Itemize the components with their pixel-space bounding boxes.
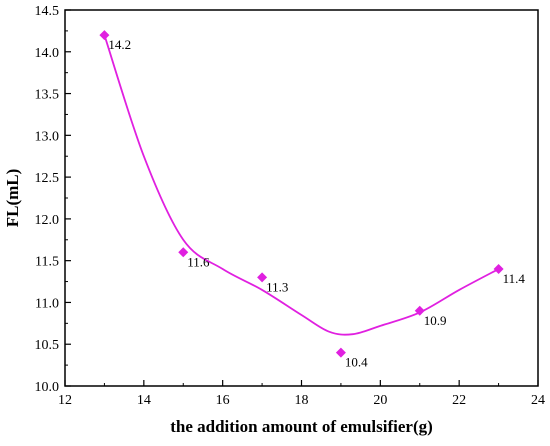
data-label: 14.2 [108,37,131,52]
y-tick-label: 11.0 [35,296,59,311]
y-tick-label: 14.5 [35,4,60,19]
x-tick-label: 16 [216,393,230,408]
data-label: 11.6 [187,254,210,269]
x-tick-label: 20 [373,393,387,408]
y-tick-label: 13.0 [35,129,60,144]
data-point [178,247,189,258]
data-label: 10.4 [345,355,368,370]
data-label: 11.3 [266,279,288,294]
data-point [335,347,346,358]
y-axis-title: FL(mL) [3,169,22,228]
y-tick-label: 13.5 [35,88,60,103]
data-point [414,305,425,316]
x-tick-label: 22 [452,393,466,408]
y-tick-label: 12.5 [35,171,60,186]
data-label: 11.4 [503,271,526,286]
y-tick-label: 10.0 [35,380,60,395]
x-tick-label: 14 [137,393,151,408]
x-tick-label: 24 [531,393,545,408]
data-point [493,264,504,275]
plot-frame [64,9,539,387]
x-axis-title: the addition amount of emulsifier(g) [170,417,433,436]
x-tick-label: 12 [58,393,72,408]
y-tick-label: 11.5 [35,255,59,270]
y-tick-label: 10.5 [35,338,60,353]
data-point [257,272,268,283]
points-layer: 14.2 11.6 11.3 10.4 10.9 11.4 [99,30,525,370]
x-tick-label: 18 [295,393,309,408]
data-label: 10.9 [424,313,447,328]
y-tick-label: 12.0 [35,213,60,228]
ticks-layer: 12 14 16 18 20 22 24 10.0 10.5 11.0 11.5 12.0 12.5 13… [35,4,546,408]
data-point [99,30,110,41]
fit-curve [103,34,500,336]
y-tick-label: 14.0 [35,46,60,61]
